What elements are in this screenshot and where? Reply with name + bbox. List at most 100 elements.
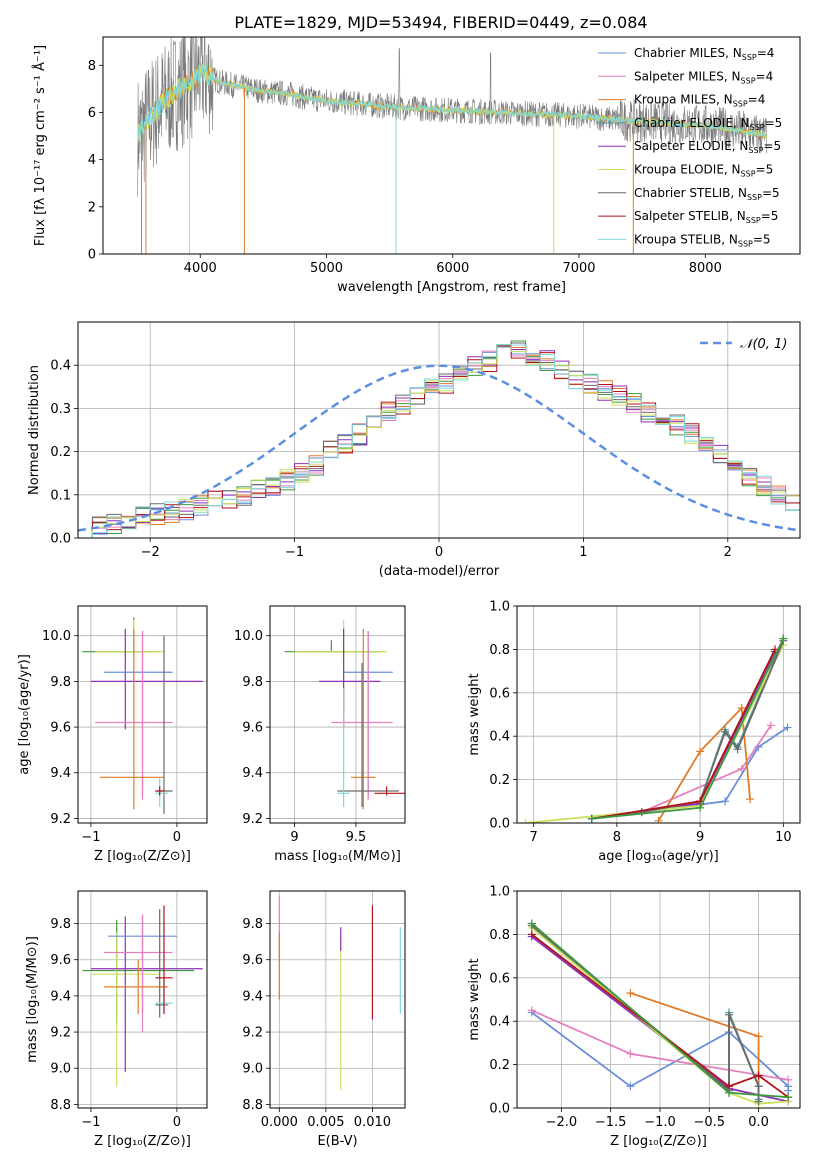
x-tick-label: −1 — [285, 545, 304, 560]
y-tick-label: 0.2 — [50, 445, 71, 460]
normal-curve — [78, 364, 800, 532]
x-tick-label: −1.5 — [595, 1115, 627, 1130]
y-tick-label: 0.4 — [489, 730, 510, 745]
y-tick-label: 9.6 — [242, 721, 263, 736]
x-tick-label: 0.0 — [748, 1115, 769, 1130]
legend-label: Chabrier MILES, NSSP=4 — [634, 46, 774, 62]
y-tick-label: 4 — [88, 153, 96, 168]
y-tick-label: 0.4 — [489, 1015, 510, 1030]
legend-value: =5 — [765, 116, 783, 130]
legend-subscript: SSP — [742, 53, 757, 62]
legend-value: =4 — [748, 93, 766, 107]
legend-value: =5 — [761, 209, 779, 223]
plot-area — [78, 340, 800, 538]
series-line-orange — [657, 705, 751, 822]
x-tick-label: −2 — [141, 545, 160, 560]
y-tick-label: 9.0 — [50, 1062, 71, 1077]
y-axis-label: mass [log₁₀(M/M⊙)] — [25, 936, 40, 1063]
x-axis-label: Z [log₁₀(Z/Z⊙)] — [610, 1134, 707, 1149]
y-tick-label: 6 — [88, 106, 96, 121]
legend-subscript: SSP — [748, 146, 763, 155]
y-tick-label: 9.4 — [242, 766, 263, 781]
y-tick-label: 8.8 — [242, 1098, 263, 1113]
y-tick-label: 0.1 — [50, 488, 71, 503]
y-tick-label: 0.0 — [489, 1102, 510, 1117]
axes-frame — [77, 321, 801, 539]
y-tick-label: 0.0 — [50, 532, 71, 547]
legend-value: =4 — [757, 46, 775, 60]
x-tick-label: −0.5 — [693, 1115, 725, 1130]
legend-value: =4 — [756, 69, 774, 83]
x-tick-label: −2.0 — [546, 1115, 578, 1130]
y-tick-label: 9.4 — [50, 989, 71, 1004]
x-axis-label: E(B-V) — [317, 1134, 357, 1149]
y-tick-label: 0.6 — [489, 971, 510, 986]
plot-area — [527, 919, 793, 1108]
y-tick-label: 0.2 — [489, 773, 510, 788]
x-tick-label: 1 — [579, 545, 587, 560]
y-tick-label: 9.8 — [242, 917, 263, 932]
y-tick-label: 1.0 — [489, 600, 510, 615]
y-tick-label: 9.0 — [242, 1062, 263, 1077]
axes-frame — [102, 36, 801, 255]
axes-frame — [516, 605, 801, 824]
y-tick-label: 9.2 — [50, 1026, 71, 1041]
legend-value: =5 — [756, 163, 774, 177]
x-tick-label: 9 — [696, 830, 704, 845]
y-tick-label: 10.0 — [42, 629, 71, 644]
plot-area — [278, 896, 401, 1090]
legend-value: =5 — [762, 186, 780, 200]
legend-value: =5 — [763, 139, 781, 153]
x-axis-label: (data-model)/error — [379, 564, 500, 579]
legend-label: Salpeter ELODIE, NSSP=5 — [634, 139, 781, 155]
y-tick-label: 9.4 — [242, 989, 263, 1004]
figure-title: PLATE=1829, MJD=53494, FIBERID=0449, z=0… — [234, 13, 647, 32]
y-tick-label: 9.8 — [50, 675, 71, 690]
legend-subscript: SSP — [747, 193, 762, 202]
x-tick-label: 0.005 — [307, 1115, 344, 1130]
y-tick-label: 9.2 — [242, 812, 263, 827]
y-tick-label: 9.4 — [50, 766, 71, 781]
legend-subscript: SSP — [750, 123, 765, 132]
x-tick-label: 2 — [724, 545, 732, 560]
y-tick-label: 0.8 — [489, 643, 510, 658]
y-tick-label: 9.6 — [242, 953, 263, 968]
axes-frame — [77, 890, 208, 1109]
x-tick-label: −1.0 — [644, 1115, 676, 1130]
x-tick-label: 0 — [435, 545, 443, 560]
legend-label: Chabrier STELIB, NSSP=5 — [634, 186, 780, 202]
axes-frame — [269, 605, 406, 824]
plot-area — [82, 905, 203, 1087]
legend-subscript: SSP — [741, 170, 756, 179]
x-tick-label: 5000 — [310, 261, 343, 276]
series-line-darkred — [531, 933, 789, 1098]
y-tick-label: 9.6 — [50, 721, 71, 736]
x-tick-label: 9 — [290, 830, 298, 845]
x-axis-label: mass [log₁₀(M/M⊙)] — [274, 849, 401, 864]
x-tick-label: 4000 — [184, 261, 217, 276]
legend-subscript: SSP — [746, 216, 761, 225]
y-tick-label: 9.6 — [50, 953, 71, 968]
y-tick-label: 0.4 — [50, 359, 71, 374]
model-spectrum-cyan — [137, 63, 767, 146]
legend-label: Kroupa MILES, NSSP=4 — [634, 93, 765, 109]
y-tick-label: 9.8 — [50, 917, 71, 932]
x-axis-label: Z [log₁₀(Z/Z⊙)] — [94, 849, 191, 864]
y-axis-label: Normed distribution — [27, 365, 42, 495]
y-tick-label: 8.8 — [50, 1098, 71, 1113]
x-tick-label: 6000 — [436, 261, 469, 276]
y-tick-label: 2 — [88, 200, 96, 215]
x-tick-label: 10 — [775, 830, 792, 845]
plot-area — [82, 617, 203, 814]
plot-area — [521, 634, 792, 823]
x-tick-label: −1 — [81, 1115, 100, 1130]
x-axis-label: wavelength [Angstrom, rest frame] — [337, 280, 566, 295]
axes-frame — [516, 890, 801, 1109]
series-line-gray — [591, 640, 785, 820]
y-tick-label: 0.2 — [489, 1058, 510, 1073]
y-tick-label: 1.0 — [489, 885, 510, 900]
plot-area — [137, 37, 768, 254]
legend-label: Chabrier ELODIE, NSSP=5 — [634, 116, 782, 132]
y-axis-label: age [log₁₀(age/yr)] — [17, 654, 32, 775]
